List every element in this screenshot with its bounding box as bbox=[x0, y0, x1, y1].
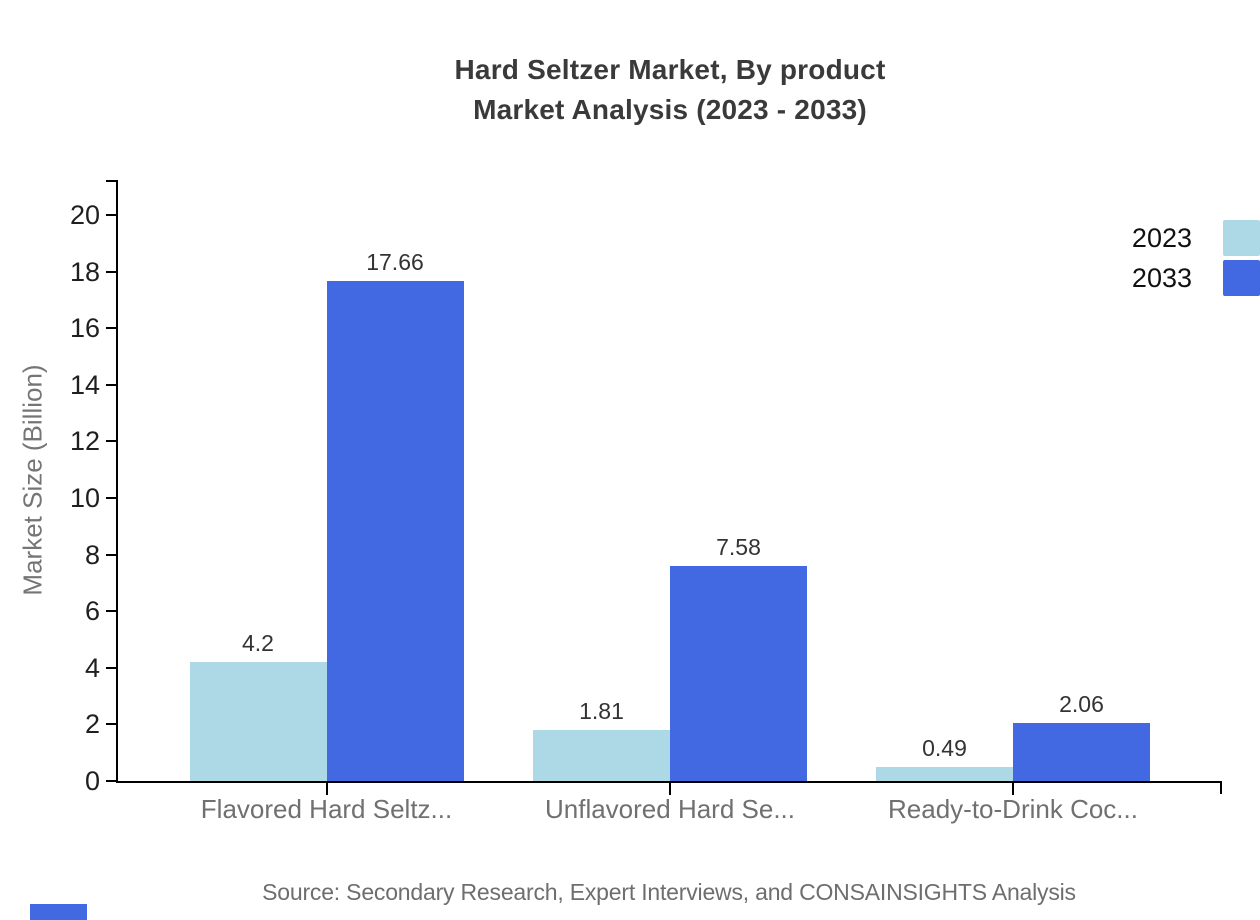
y-axis-tick-label: 4 bbox=[84, 652, 100, 683]
x-axis-end-tick bbox=[1220, 781, 1222, 794]
y-axis-tick bbox=[106, 553, 116, 556]
y-axis-tick-label: 18 bbox=[69, 256, 100, 287]
y-axis-tick-label: 2 bbox=[84, 709, 100, 740]
value-label-2033: 7.58 bbox=[716, 534, 761, 561]
y-axis-tick-label: 8 bbox=[84, 539, 100, 570]
bar-2023 bbox=[876, 767, 1013, 781]
bar-2033 bbox=[326, 281, 464, 781]
value-label-2023: 4.2 bbox=[242, 630, 274, 657]
value-label-2023: 1.81 bbox=[579, 697, 624, 724]
bar-2023 bbox=[189, 662, 327, 781]
y-axis-tick bbox=[106, 270, 116, 273]
y-axis-tick bbox=[106, 327, 116, 330]
x-axis-tick bbox=[669, 782, 671, 795]
legend-swatch-2023 bbox=[1223, 220, 1260, 256]
bar-2033 bbox=[670, 566, 807, 781]
y-axis-tick-label: 20 bbox=[69, 200, 100, 230]
y-axis-tick-label: 16 bbox=[69, 313, 100, 344]
y-axis-tick-label: 12 bbox=[69, 426, 100, 457]
bar-2023 bbox=[533, 729, 670, 781]
y-axis-tick bbox=[106, 780, 116, 782]
category-label: Unflavored Hard Se... bbox=[544, 794, 795, 824]
chart-title-line1: Hard Seltzer Market, By product bbox=[454, 54, 886, 85]
y-axis-tick bbox=[106, 440, 116, 443]
y-axis-tick bbox=[106, 610, 116, 613]
category-label: Ready-to-Drink Coc... bbox=[888, 794, 1138, 824]
y-axis-tick-label: 10 bbox=[69, 483, 100, 513]
y-axis-tick bbox=[106, 497, 116, 499]
source-note: Source: Secondary Research, Expert Inter… bbox=[262, 879, 1076, 905]
bar-2033 bbox=[1013, 722, 1150, 781]
watermark-logo-fragment bbox=[30, 904, 87, 920]
value-label-2033: 2.06 bbox=[1059, 690, 1104, 717]
value-label-2023: 0.49 bbox=[922, 735, 967, 762]
y-axis-line bbox=[116, 180, 118, 783]
value-label-2033: 17.66 bbox=[366, 249, 424, 276]
y-axis-tick-label: 0 bbox=[84, 766, 100, 796]
x-axis-tick bbox=[325, 782, 328, 795]
legend-label-2023: 2023 bbox=[1131, 223, 1192, 253]
legend-swatch-2033 bbox=[1223, 260, 1260, 296]
y-axis-tick bbox=[106, 723, 116, 726]
y-axis-tick-label: 6 bbox=[84, 596, 100, 627]
y-axis-tick-label: 14 bbox=[69, 369, 100, 400]
y-axis-tick bbox=[106, 383, 116, 386]
legend-label-2033: 2033 bbox=[1131, 263, 1192, 293]
y-axis-tick bbox=[106, 214, 116, 216]
y-axis-tick bbox=[106, 666, 116, 669]
y-axis-end-tick bbox=[106, 180, 116, 182]
category-label: Flavored Hard Seltz... bbox=[200, 794, 453, 824]
x-axis-tick bbox=[1012, 782, 1014, 795]
chart-title-line2: Market Analysis (2023 - 2033) bbox=[473, 94, 867, 125]
